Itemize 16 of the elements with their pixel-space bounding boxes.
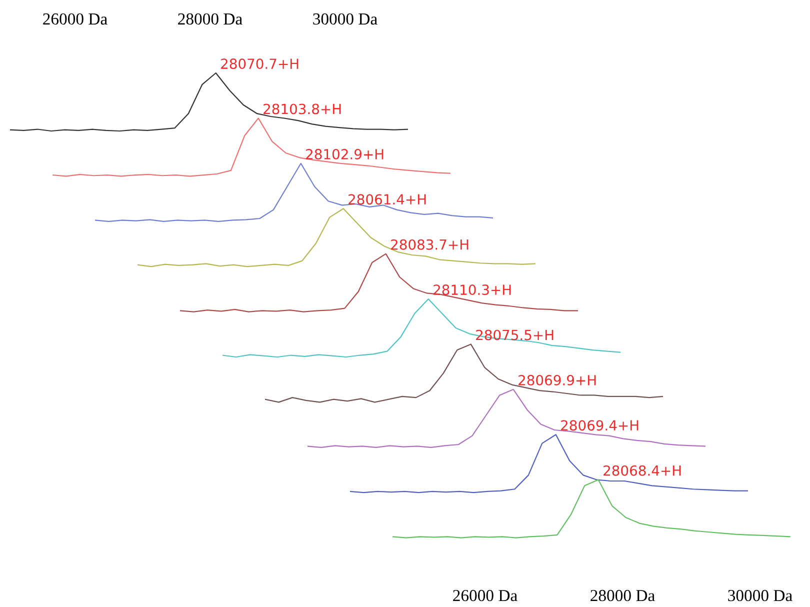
text: 26000 Da (453, 590, 518, 602)
annotation: 28110.3+H (434, 284, 511, 296)
x2-tick-label: 28000 Da (178, 13, 242, 25)
x2-tick-label: 30000 Da (313, 13, 378, 25)
annotation: 28102.9+H (306, 148, 384, 160)
annotation: 28075.5+H (476, 330, 554, 340)
text: 28070.7+H (221, 58, 298, 70)
annotation: 28069.4+H (561, 420, 638, 431)
annotation: 28068.4+H (604, 465, 681, 476)
annotation: 28103.8+H (264, 104, 341, 114)
text: 30000 Da (728, 590, 792, 602)
annotation: 28083.7+H (391, 239, 468, 250)
annotation: 28069.9+H (518, 374, 596, 386)
x2-tick-label: 26000 Da (43, 13, 108, 25)
text: 28000 Da (590, 590, 655, 602)
annotation: 28061.4+H (348, 194, 426, 205)
